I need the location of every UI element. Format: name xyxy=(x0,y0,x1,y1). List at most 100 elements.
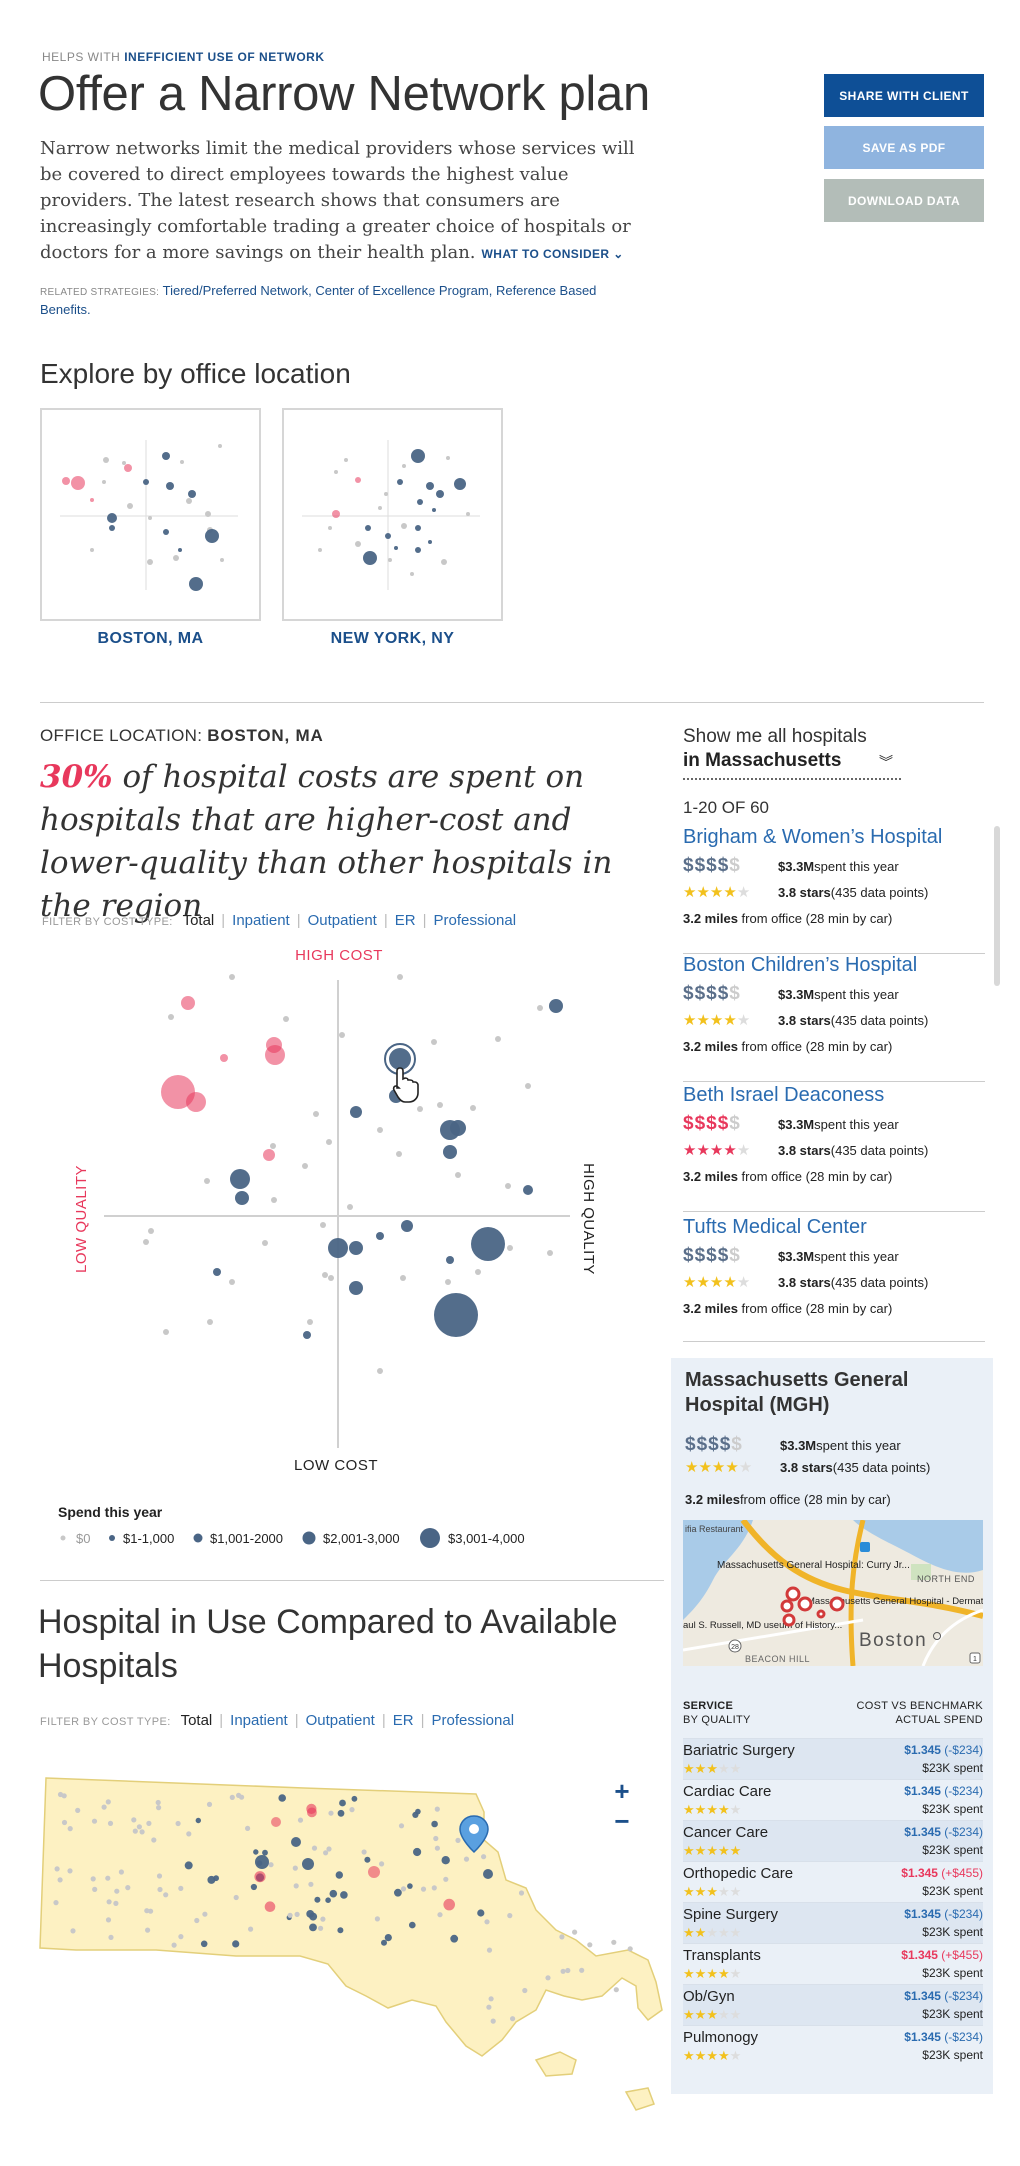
map-hospital-dot[interactable] xyxy=(178,1934,184,1940)
scatter-dot[interactable] xyxy=(163,1329,169,1335)
map-hospital-dot[interactable] xyxy=(379,1861,385,1867)
region-select[interactable]: in Massachusetts ︾ xyxy=(683,750,901,780)
mini-scatter-dot[interactable] xyxy=(318,548,322,552)
map-hospital-dot[interactable] xyxy=(441,1856,450,1865)
mini-scatter-dot[interactable] xyxy=(220,558,224,562)
map-hospital-dot[interactable] xyxy=(250,1883,257,1891)
map-hospital-dot[interactable] xyxy=(328,1810,334,1816)
map-hospital-dot[interactable] xyxy=(545,1975,551,1981)
map-filter-er[interactable]: ER xyxy=(392,1712,414,1729)
map-hospital-dot[interactable] xyxy=(340,1891,348,1899)
map-hospital-dot[interactable] xyxy=(163,1892,169,1898)
scatter-dot[interactable] xyxy=(313,1111,319,1117)
hospital-name[interactable]: Tufts Medical Center xyxy=(683,1216,867,1238)
map-hospital-dot[interactable] xyxy=(374,1916,380,1922)
scatter-dot[interactable] xyxy=(181,996,195,1010)
hospital-list-scrollbar[interactable] xyxy=(994,826,1000,986)
download-data-button[interactable]: DOWNLOAD DATA xyxy=(824,179,984,222)
mini-scatter-dot[interactable] xyxy=(148,516,152,520)
map-hospital-dot[interactable] xyxy=(463,1856,470,1862)
scatter-dot[interactable] xyxy=(328,1275,334,1281)
map-hospital-dot[interactable] xyxy=(420,1886,427,1892)
map-hospital-dot[interactable] xyxy=(144,1908,150,1914)
mini-scatter-dot[interactable] xyxy=(441,559,447,565)
mini-scatter-dot[interactable] xyxy=(402,464,406,468)
map-hospital-dot[interactable] xyxy=(484,1919,490,1925)
scatter-dot[interactable] xyxy=(549,999,563,1013)
map-hospital-dot[interactable] xyxy=(114,1888,120,1894)
map-hospital-dot[interactable] xyxy=(394,1888,402,1897)
map-filter-professional[interactable]: Professional xyxy=(431,1712,515,1729)
map-hospital-dot[interactable] xyxy=(61,1819,68,1826)
mini-scatter-dot[interactable] xyxy=(124,464,132,472)
scatter-dot[interactable] xyxy=(235,1191,249,1205)
mini-scatter-dot[interactable] xyxy=(363,551,377,565)
scatter-dot[interactable] xyxy=(204,1178,210,1184)
map-filter-total[interactable]: Total xyxy=(180,1712,213,1729)
mini-scatter-dot[interactable] xyxy=(410,572,414,576)
map-hospital-dot[interactable] xyxy=(294,1911,300,1917)
location-pin-icon[interactable] xyxy=(459,1815,489,1854)
scatter-dot[interactable] xyxy=(475,1269,481,1275)
map-hospital-dot[interactable] xyxy=(443,1898,456,1911)
map-hospital-dot[interactable] xyxy=(233,1894,239,1901)
mini-scatter-dot[interactable] xyxy=(394,546,398,550)
map-hospital-dot[interactable] xyxy=(61,1793,67,1799)
scatter-dot[interactable] xyxy=(455,1172,461,1178)
mini-scatter-dot[interactable] xyxy=(205,511,211,517)
map-hospital-dot[interactable] xyxy=(292,1865,298,1871)
mini-scatter-dot[interactable] xyxy=(385,533,391,539)
map-hospital-dot[interactable] xyxy=(178,1885,184,1891)
map-hospital-dot[interactable] xyxy=(507,1913,513,1919)
map-hospital-dot[interactable] xyxy=(450,1934,459,1943)
map-hospital-dot[interactable] xyxy=(412,1811,419,1818)
scatter-dot[interactable] xyxy=(397,974,403,980)
scatter-dot[interactable] xyxy=(376,1232,384,1240)
save-as-pdf-button[interactable]: SAVE AS PDF xyxy=(824,126,984,169)
selected-hospital-card[interactable]: Massachusetts General Hospital (MGH) $$$… xyxy=(671,1358,993,2094)
related-strategies-links[interactable]: Tiered/Preferred Network, Center of Exce… xyxy=(40,283,597,317)
map-hospital-dot[interactable] xyxy=(287,1912,293,1918)
cost-quality-scatter[interactable]: HIGH COST LOW COST LOW QUALITY HIGH QUAL… xyxy=(60,942,620,1482)
map-hospital-dot[interactable] xyxy=(264,1901,276,1912)
map-hospital-dot[interactable] xyxy=(101,1804,107,1810)
map-hospital-dot[interactable] xyxy=(113,1900,119,1906)
map-hospital-dot[interactable] xyxy=(559,1934,565,1940)
map-hospital-dot[interactable] xyxy=(337,1927,344,1934)
filter-er[interactable]: ER xyxy=(394,912,416,929)
map-hospital-dot[interactable] xyxy=(136,1824,142,1830)
map-hospital-dot[interactable] xyxy=(151,1837,157,1843)
map-hospital-dot[interactable] xyxy=(145,1927,151,1933)
map-hospital-dot[interactable] xyxy=(139,1829,145,1835)
scatter-dot[interactable] xyxy=(307,1319,313,1325)
map-hospital-dot[interactable] xyxy=(409,1921,416,1929)
map-hospital-dot[interactable] xyxy=(108,1934,114,1940)
map-hospital-dot[interactable] xyxy=(156,1873,163,1879)
scatter-dot[interactable] xyxy=(523,1185,533,1195)
map-hospital-dot[interactable] xyxy=(433,1835,439,1842)
filter-outpatient[interactable]: Outpatient xyxy=(307,912,377,929)
map-hospital-dot[interactable] xyxy=(248,1926,254,1932)
scatter-dot[interactable] xyxy=(168,1014,174,1020)
map-hospital-dot[interactable] xyxy=(522,1987,528,1994)
service-row[interactable]: Cardiac Care ★★★★★ $1.345 (-$234) $23K spen… xyxy=(683,1779,983,1820)
map-hospital-dot[interactable] xyxy=(368,1866,380,1878)
map-hospital-dot[interactable] xyxy=(477,1909,485,1917)
mini-scatter-dot[interactable] xyxy=(417,499,423,505)
service-row[interactable]: Pulmonogy ★★★★★ $1.345 (-$234) $23K spent xyxy=(683,2025,983,2066)
map-hospital-dot[interactable] xyxy=(587,1942,593,1948)
scatter-dot[interactable] xyxy=(229,974,235,980)
map-hospital-dot[interactable] xyxy=(518,1890,525,1896)
scatter-dot[interactable] xyxy=(283,1016,289,1022)
filter-professional[interactable]: Professional xyxy=(433,912,517,929)
location-label-boston[interactable]: BOSTON, MA xyxy=(97,630,204,647)
map-hospital-dot[interactable] xyxy=(54,1866,60,1872)
map-hospital-dot[interactable] xyxy=(483,1869,493,1879)
map-hospital-dot[interactable] xyxy=(311,1845,318,1851)
map-hospital-dot[interactable] xyxy=(306,1803,317,1814)
map-hospital-dot[interactable] xyxy=(75,1807,81,1813)
scatter-dot[interactable] xyxy=(537,1005,543,1011)
mini-scatter-dot[interactable] xyxy=(344,458,348,462)
scatter-dot[interactable] xyxy=(320,1222,326,1228)
map-hospital-dot[interactable] xyxy=(148,1908,154,1914)
